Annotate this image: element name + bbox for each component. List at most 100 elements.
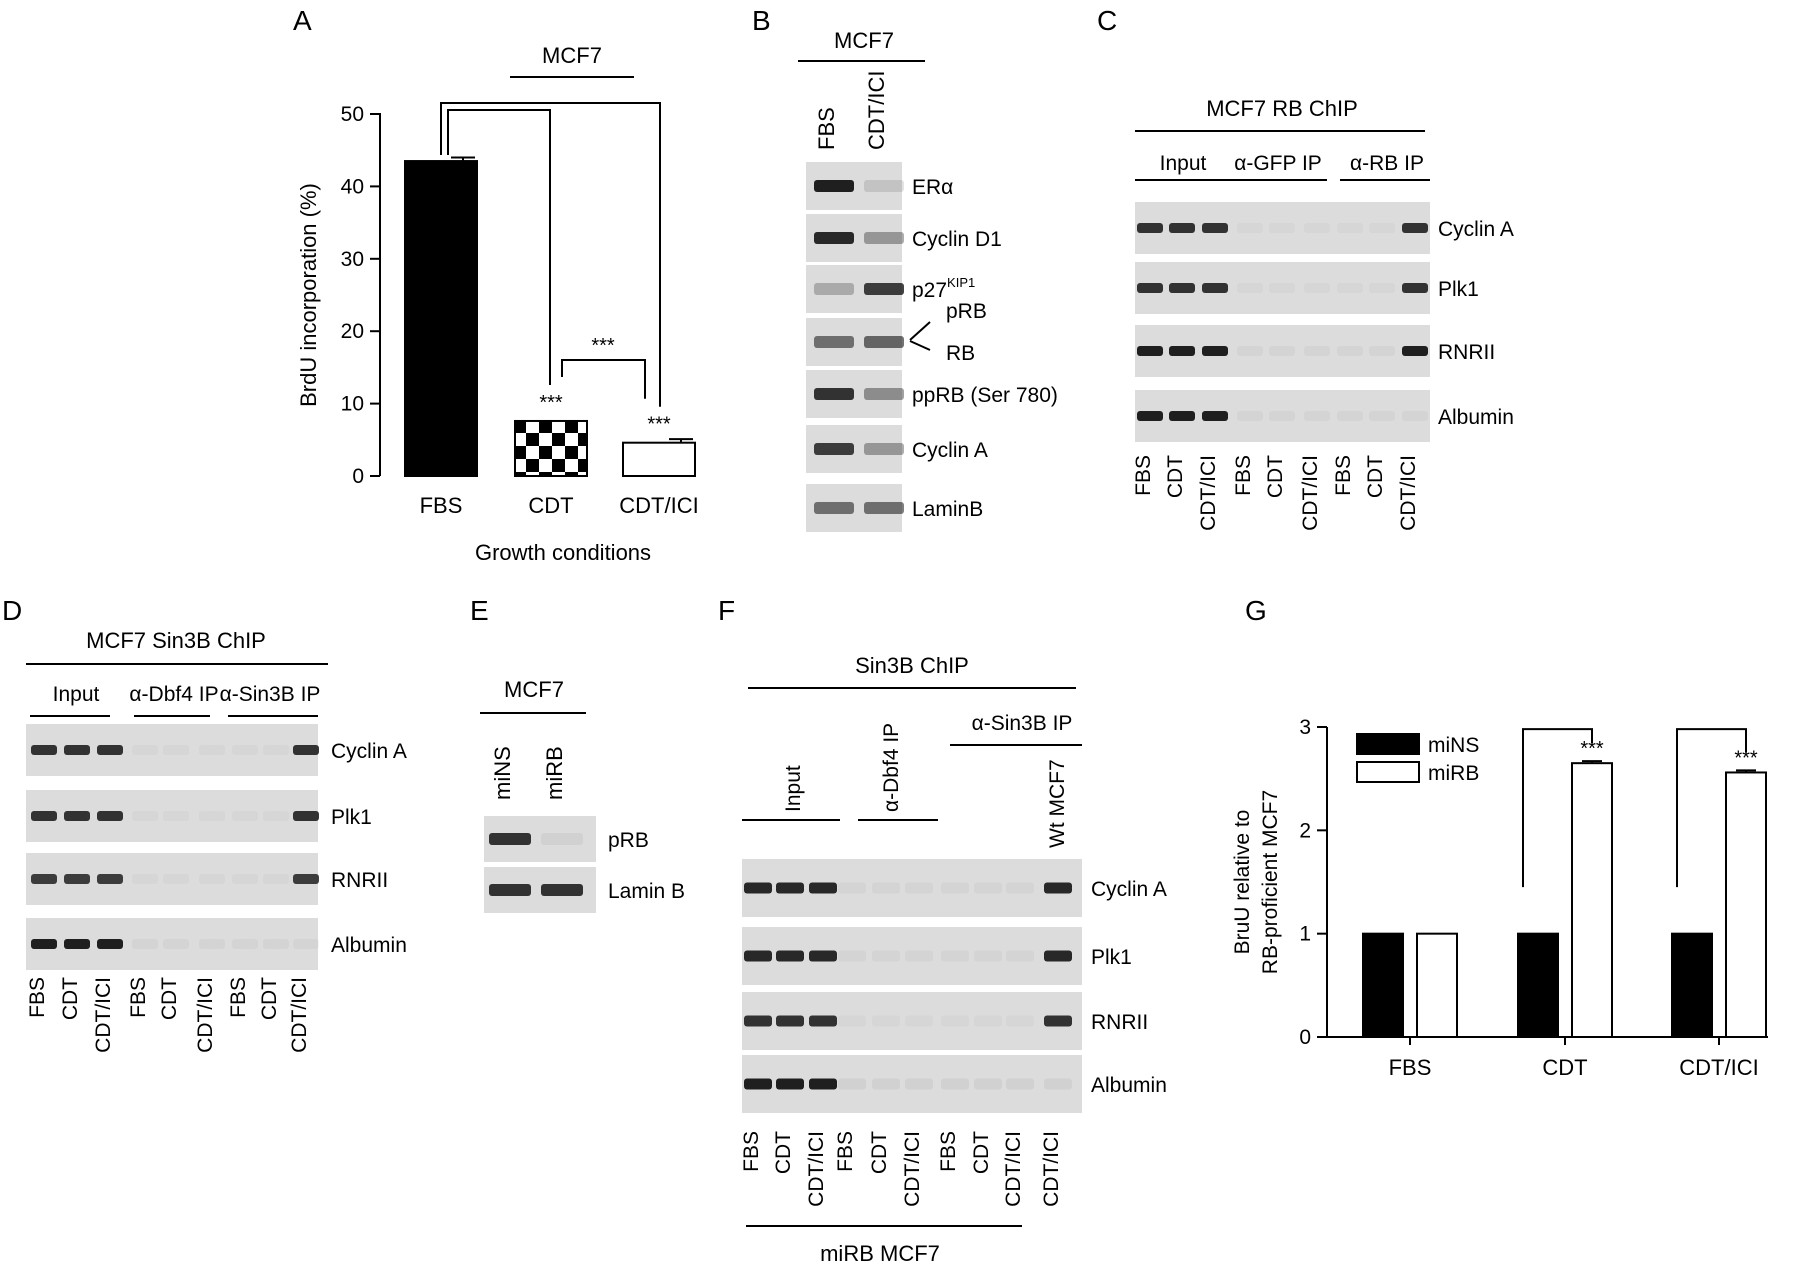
panel-e-label: E <box>470 595 489 626</box>
band <box>263 874 289 884</box>
band <box>1269 346 1295 356</box>
lane-label: FBS <box>127 977 150 1018</box>
band <box>1304 411 1330 421</box>
band <box>864 502 904 514</box>
bracket-significance: *** <box>591 335 615 357</box>
band <box>905 950 933 962</box>
lane-label: FBS <box>1332 455 1355 496</box>
band <box>838 1078 866 1090</box>
band <box>64 811 90 821</box>
band <box>199 874 225 884</box>
band <box>97 745 123 755</box>
band <box>864 443 904 455</box>
band <box>293 811 319 821</box>
band <box>97 874 123 884</box>
band <box>905 1016 933 1027</box>
band <box>163 745 189 755</box>
band <box>905 882 933 894</box>
panel-f: F Sin3B ChIP Cyclin A Plk1 RNRII Albumin FBS… <box>718 595 1167 1266</box>
panel-a: A MCF7 0 10 20 30 40 50 BrdU incorporation (%)… <box>293 5 699 565</box>
band <box>31 939 57 949</box>
band <box>1304 283 1330 293</box>
significance-marker: *** <box>647 414 671 436</box>
lane-label: FBS <box>1132 455 1155 496</box>
blot-label-plk1: Plk1 <box>331 806 372 829</box>
bar-mirb-cdt-ici <box>1725 771 1767 1038</box>
panel-e: E MCF7 pRB Lamin B miNS miRB <box>470 595 685 913</box>
band <box>1237 411 1263 421</box>
band <box>1169 411 1195 421</box>
band <box>1169 223 1195 233</box>
band <box>64 874 90 884</box>
y-tick-label: 20 <box>341 320 364 343</box>
band <box>1269 223 1295 233</box>
significance-marker: *** <box>1734 747 1758 769</box>
lane-label: CDT/ICI <box>92 977 115 1053</box>
band <box>744 1078 772 1090</box>
band <box>263 939 289 949</box>
blot-label-lamin-b: Lamin B <box>608 880 685 903</box>
blot-label-laminb: LaminB <box>912 498 983 521</box>
band <box>1044 950 1072 962</box>
bracket-fbs-cdtici <box>440 102 661 407</box>
band <box>97 811 123 821</box>
blot-label-rnrii: RNRII <box>1091 1011 1148 1034</box>
band <box>1369 283 1395 293</box>
bracket-fbs-cdt <box>447 109 551 385</box>
group-label-sin3b-ip: α-Sin3B IP <box>220 683 321 706</box>
band <box>864 388 904 400</box>
band <box>1269 283 1295 293</box>
band <box>64 939 90 949</box>
band <box>1202 411 1228 421</box>
y-tick-label: 30 <box>341 248 364 271</box>
blot-label-cyclin-a: Cyclin A <box>331 740 407 763</box>
band <box>814 180 854 192</box>
significance-marker: *** <box>1580 738 1604 760</box>
band <box>941 1016 969 1027</box>
band <box>1137 223 1163 233</box>
blot-label-pprb-ser-780: ppRB (Ser 780) <box>912 384 1058 407</box>
band <box>1137 411 1163 421</box>
band <box>232 811 258 821</box>
band <box>199 939 225 949</box>
panel-a-chart: 0 10 20 30 40 50 BrdU incorporation (%) FBS *** C… <box>296 102 699 565</box>
lane-label: CDT/ICI <box>288 977 311 1053</box>
lane-label: CDT/ICI <box>805 1131 828 1207</box>
lane-label: CDT/ICI <box>864 71 889 150</box>
band <box>1006 1078 1034 1090</box>
bar-fbs <box>404 160 478 477</box>
band <box>838 882 866 894</box>
lane-label: FBS <box>227 977 250 1018</box>
band <box>163 811 189 821</box>
lane-label: CDT <box>258 977 281 1020</box>
band <box>776 882 804 894</box>
band <box>974 950 1002 962</box>
band <box>809 1078 837 1090</box>
band <box>489 833 531 845</box>
blot-label-cyclin-d1: Cyclin D1 <box>912 228 1002 251</box>
band <box>1304 346 1330 356</box>
panel-e-header: MCF7 <box>504 677 564 702</box>
band <box>1137 283 1163 293</box>
lane-label: miNS <box>490 746 515 800</box>
y-tick-label: 40 <box>341 175 364 198</box>
panel-c-blots: Cyclin A Plk1 RNRII Albumin FBS CDT CDT/ICI FBS… <box>1132 152 1514 531</box>
significance-bracket <box>1522 728 1593 888</box>
legend-swatch-mirb <box>1356 761 1420 783</box>
panel-f-blots: Cyclin A Plk1 RNRII Albumin FBS CDT CDT/ICI FBS… <box>740 712 1167 1207</box>
band <box>776 1015 804 1027</box>
band <box>541 833 583 845</box>
panel-c: C MCF7 RB ChIP Cyclin A Plk1 RNRII Albumin F… <box>1097 5 1514 531</box>
band <box>1337 283 1363 293</box>
panel-b-header: MCF7 <box>834 28 894 53</box>
lane-label: FBS <box>26 977 49 1018</box>
band <box>1237 283 1263 293</box>
blot-label-er: ERα <box>912 176 953 199</box>
panel-e-blots: pRB Lamin B miNS miRB <box>484 746 685 913</box>
bar-mins-fbs <box>1362 932 1404 1039</box>
band <box>199 811 225 821</box>
lane-label: CDT <box>59 977 82 1020</box>
band <box>814 283 854 295</box>
panel-f-header: Sin3B ChIP <box>855 653 969 678</box>
